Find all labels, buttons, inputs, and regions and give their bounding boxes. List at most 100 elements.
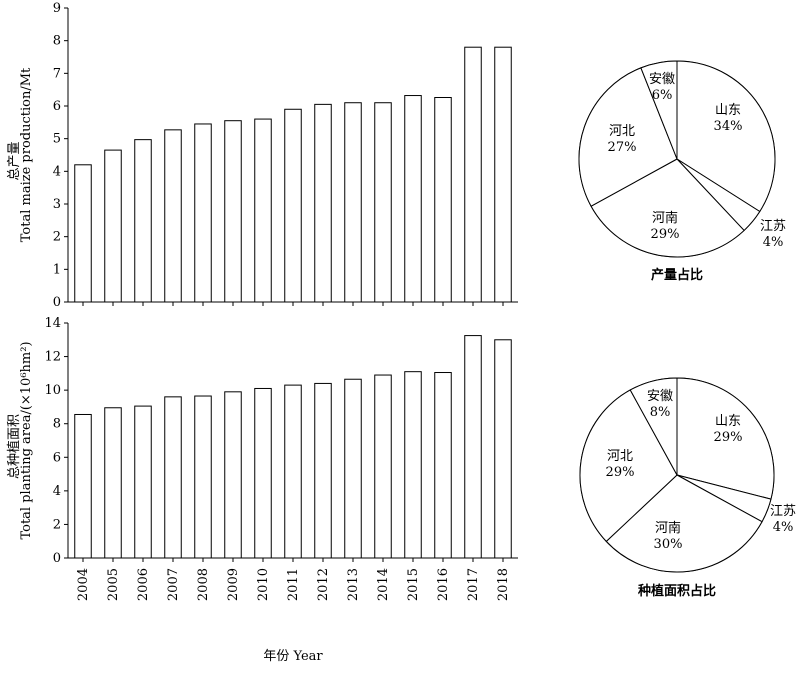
bar-2016 [434,97,452,303]
pie-slice-name: 河北 [609,124,635,139]
bar-2010 [254,118,272,303]
y-tick-label: 3 [53,197,61,212]
bar-2004 [74,164,92,303]
bar-2004 [74,413,92,559]
pie-slice-name: 河北 [607,449,633,464]
bar-2014 [374,102,392,303]
x-tick-label: 2011 [286,568,301,601]
bar-2012 [314,382,332,559]
pie-slice-percent: 4% [773,520,794,535]
pie-slice-percent: 4% [763,235,784,250]
pie-slice-percent: 34% [714,119,743,134]
y-axis-label-zh: 总产量 [7,141,22,180]
y-tick-label: 0 [53,551,61,566]
x-tick-label: 2013 [346,568,361,601]
bar-2006 [134,405,152,559]
y-tick-label: 14 [44,316,61,331]
pie-title: 产量占比 [651,267,703,283]
bar-2011 [284,384,302,559]
x-tick-label: 2009 [226,568,241,601]
x-tick-label: 2014 [376,568,391,601]
pie-slice-name: 江苏 [770,503,796,519]
bar-2017 [464,335,482,559]
y-tick-label: 8 [53,417,61,432]
bar-2008 [194,123,212,303]
pie-slice-percent: 27% [608,140,637,155]
pie-slice-4 [640,60,678,160]
pie-slice-name: 河南 [655,520,681,536]
bar-2007 [164,129,182,303]
x-tick-label: 2004 [76,568,91,601]
y-tick-label: 4 [53,164,61,179]
x-tick-label: 2012 [316,568,331,601]
bar-2017 [464,46,482,303]
pie-slice-0 [676,60,776,213]
x-tick-label: 2005 [106,568,121,601]
pie-slice-name: 山东 [715,103,741,118]
y-tick-label: 10 [44,383,61,398]
bar-2015 [404,95,422,303]
x-tick-label: 2008 [196,568,211,601]
pie-slice-2 [590,158,745,258]
bar-2015 [404,371,422,559]
bar-2005 [104,407,122,559]
pie-slice-percent: 29% [606,465,635,480]
y-axis-label-en: Total maize production/Mt [19,67,34,242]
bar-2016 [434,372,452,559]
y-tick-label: 6 [53,99,61,114]
x-tick-label: 2016 [436,568,451,601]
bar-2008 [194,395,212,559]
x-tick-label: 2015 [406,568,421,601]
bar-2018 [494,339,512,559]
y-tick-label: 7 [53,66,61,81]
x-tick-label: 2010 [256,568,271,601]
pie-slice-name: 山东 [715,414,741,429]
x-axis-label: 年份 Year [263,649,323,664]
bar-2012 [314,103,332,303]
bar-2009 [224,120,242,303]
bar-2014 [374,374,392,559]
bar-2018 [494,46,512,303]
x-tick-label: 2007 [166,568,181,601]
y-tick-label: 8 [53,34,61,49]
pie-slice-4 [629,377,678,476]
planting-area-bar-chart: 0 2 4 6 8 10 12 14 2004 2005 2006 2007 2008 2009 2010 2… [7,316,518,664]
bar-2011 [284,108,302,303]
y-tick-label: 4 [53,484,61,499]
pie-slice-name: 江苏 [760,218,786,234]
bar-2006 [134,139,152,303]
y-tick-label: 0 [53,295,61,310]
y-tick-label: 1 [53,262,61,277]
pie-slice-3 [578,67,678,207]
pie-slice-name: 河南 [652,210,678,226]
bar-2013 [344,378,362,559]
bar-2005 [104,149,122,303]
pie-slice-name: 安徽 [647,389,673,404]
bar-2007 [164,396,182,559]
pie-slice-2 [605,474,763,573]
x-tick-label: 2006 [136,568,151,601]
pie-title: 种植面积占比 [637,583,716,599]
pie-slice-3 [579,389,678,543]
x-tick-label: 2018 [496,568,511,601]
y-tick-label: 9 [53,1,61,16]
pie-slice-percent: 29% [714,430,743,445]
y-tick-label: 12 [44,350,61,365]
y-axis-label-en: Total planting area/(×10⁶hm²) [19,341,34,539]
pie-slice-percent: 6% [652,88,673,103]
y-tick-label: 5 [53,132,61,147]
y-tick-label: 2 [53,230,61,245]
bar-2013 [344,102,362,303]
pie-slice-percent: 30% [654,537,683,552]
pie-slice-percent: 29% [651,227,680,242]
pie-slice-0 [676,377,775,500]
y-axis-label-zh: 总种植面积 [7,414,22,479]
bar-2009 [224,391,242,559]
pie-slice-name: 安徽 [649,72,675,87]
x-tick-label: 2017 [466,568,481,601]
bar-2010 [254,387,272,559]
